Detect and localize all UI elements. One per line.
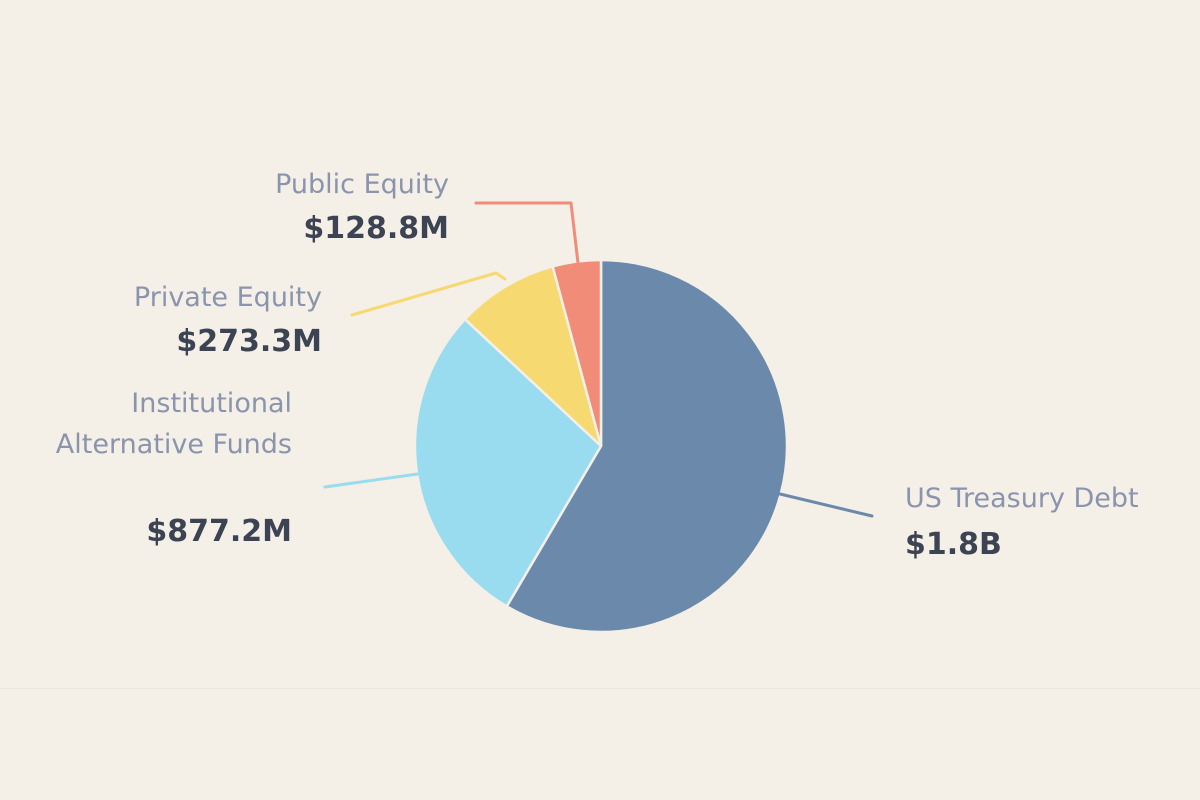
slice-label-public-equity: Public Equity bbox=[275, 169, 449, 200]
slice-private-equity bbox=[463, 265, 603, 448]
slice-label-us-treasury-debt: US Treasury Debt bbox=[905, 483, 1139, 514]
labels-layer: US Treasury Debt $1.8B Institutional Altern… bbox=[56, 169, 1139, 562]
slice-label-private-equity: Private Equity bbox=[134, 282, 322, 313]
leader-line-private-equity bbox=[350, 271, 507, 317]
slice-value-private-equity: $273.3M bbox=[176, 324, 322, 359]
slice-value-us-treasury-debt: $1.8B bbox=[905, 527, 1002, 562]
leader-line-institutional-alternative-funds bbox=[323, 472, 420, 489]
slice-value-public-equity: $128.8M bbox=[303, 211, 449, 246]
leader-line-public-equity bbox=[474, 201, 580, 265]
background-divider bbox=[0, 688, 1200, 689]
leader-line-us-treasury-debt bbox=[778, 492, 874, 518]
slice-value-institutional-alternative-funds: $877.2M bbox=[146, 514, 292, 549]
slice-label-institutional-alternative-funds: Institutional Alternative Funds bbox=[56, 388, 292, 460]
leader-lines-layer bbox=[323, 201, 874, 518]
slices-layer bbox=[413, 258, 789, 634]
